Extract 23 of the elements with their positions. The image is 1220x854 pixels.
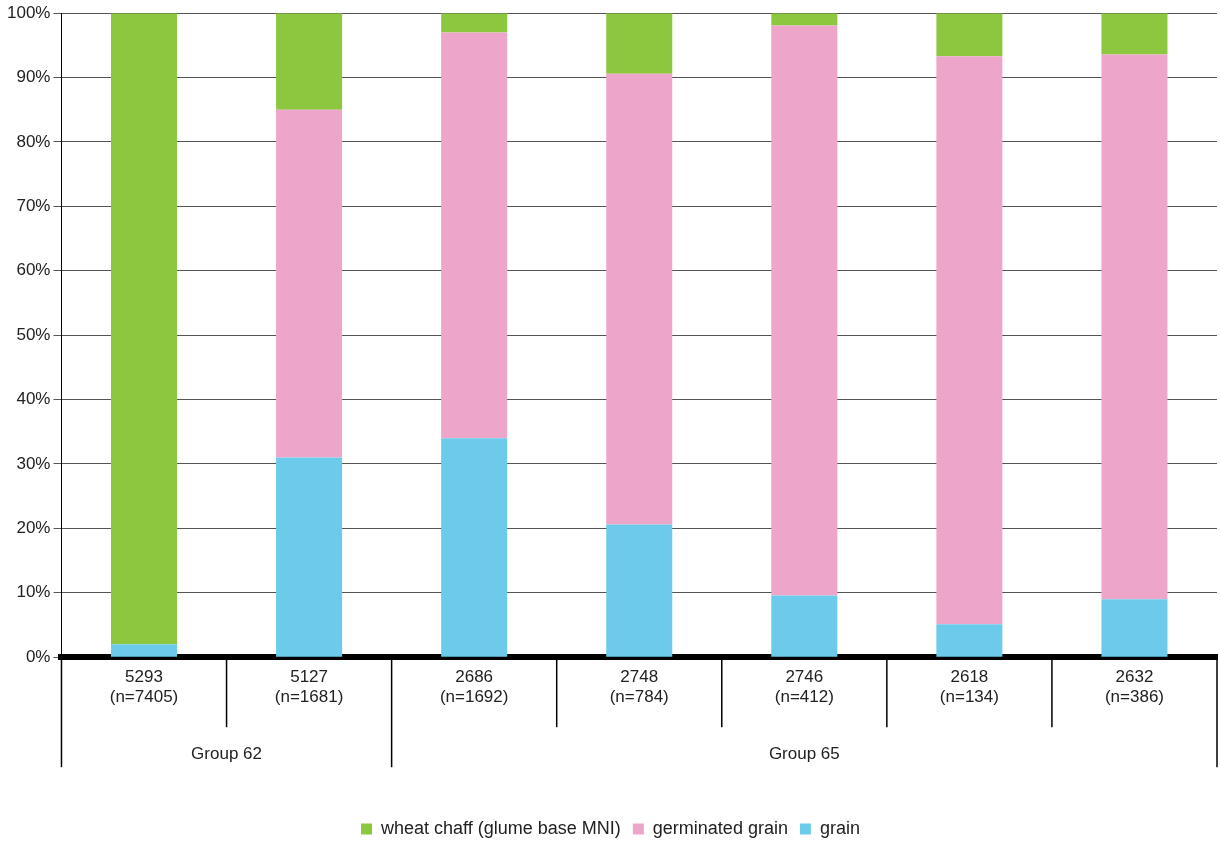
y-tick-label: 60% — [16, 260, 51, 280]
legend-label: grain — [819, 817, 860, 838]
x-tick-label: 5293 (n=7405) — [109, 667, 179, 707]
y-tick-label: 90% — [16, 67, 51, 87]
x-tick-label: 2686 (n=1692) — [439, 667, 509, 707]
x-tick-label: 2748 (n=784) — [609, 667, 669, 707]
text: Group 65 — [768, 743, 840, 763]
y-tick-label: 0% — [25, 646, 51, 666]
legend-label: germinated grain — [652, 817, 788, 838]
y-tick-label: 70% — [16, 196, 51, 216]
x-tick-label: 2746 (n=412) — [774, 667, 834, 707]
y-tick-label: 20% — [16, 518, 51, 538]
y-tick-label: 30% — [16, 453, 51, 473]
text: Group 62 — [191, 743, 262, 763]
x-tick-label: 5127 (n=1681) — [274, 667, 344, 707]
x-tick-label: 2618 (n=134) — [939, 667, 999, 707]
y-tick-label: 80% — [16, 131, 51, 151]
y-tick-label: 10% — [16, 582, 51, 602]
legend-label: wheat chaff (glume base MNI) — [380, 817, 621, 838]
y-tick-label: 50% — [16, 324, 51, 344]
y-tick-label: 100% — [7, 2, 51, 22]
x-tick-label: 2632 (n=386) — [1104, 667, 1164, 707]
y-tick-label: 40% — [16, 389, 51, 409]
